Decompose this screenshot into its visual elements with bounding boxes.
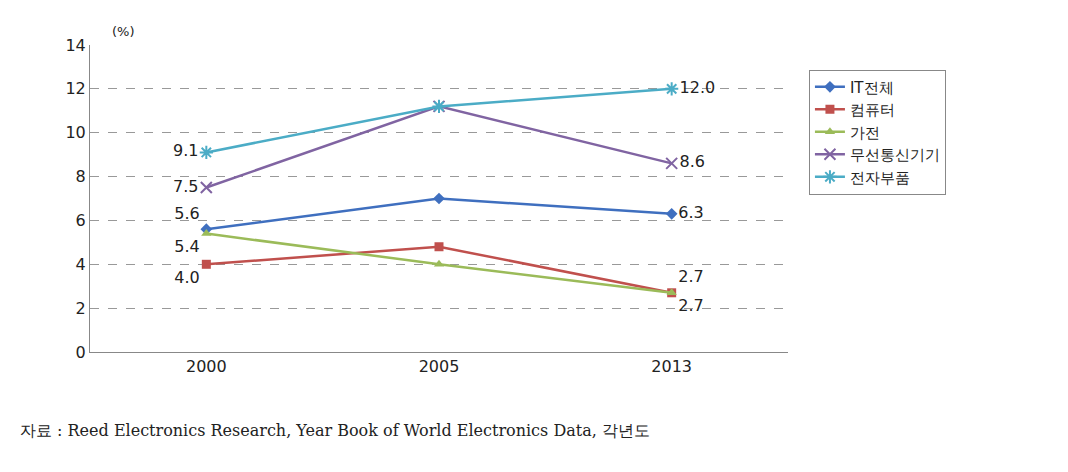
svg-text:7.5: 7.5	[173, 177, 198, 196]
svg-text:2005: 2005	[419, 357, 460, 376]
svg-text:2.7: 2.7	[678, 296, 703, 315]
svg-text:9.1: 9.1	[173, 141, 198, 160]
svg-text:0: 0	[76, 343, 86, 362]
svg-text:4.0: 4.0	[174, 268, 199, 287]
svg-text:전자부품: 전자부품	[850, 169, 910, 187]
svg-text:컴퓨터: 컴퓨터	[850, 101, 895, 119]
svg-text:12.0: 12.0	[680, 78, 716, 97]
svg-text:(%): (%)	[112, 24, 135, 39]
svg-text:8.6: 8.6	[680, 152, 705, 171]
svg-text:2.7: 2.7	[678, 267, 703, 286]
svg-text:14: 14	[65, 36, 85, 55]
svg-text:4: 4	[76, 255, 86, 274]
svg-text:5.6: 5.6	[174, 204, 199, 223]
svg-text:12: 12	[65, 79, 85, 98]
svg-text:10: 10	[65, 123, 85, 142]
svg-text:8: 8	[76, 167, 86, 186]
svg-text:5.4: 5.4	[174, 237, 199, 256]
svg-text:가전: 가전	[850, 124, 880, 142]
svg-text:IT전체: IT전체	[850, 79, 894, 97]
svg-text:6.3: 6.3	[678, 203, 703, 222]
svg-text:무선통신기기: 무선통신기기	[850, 146, 940, 164]
svg-text:6: 6	[76, 211, 86, 230]
svg-text:2000: 2000	[186, 357, 227, 376]
svg-text:2: 2	[76, 299, 86, 318]
svg-text:2013: 2013	[651, 357, 692, 376]
svg-text:자료 : Reed Electronics Research: 자료 : Reed Electronics Research, Year Boo…	[20, 421, 650, 440]
